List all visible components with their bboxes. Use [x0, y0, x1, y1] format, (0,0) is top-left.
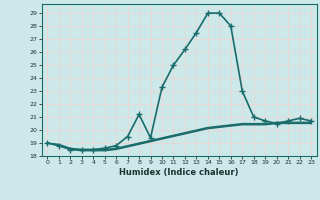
- X-axis label: Humidex (Indice chaleur): Humidex (Indice chaleur): [119, 168, 239, 177]
